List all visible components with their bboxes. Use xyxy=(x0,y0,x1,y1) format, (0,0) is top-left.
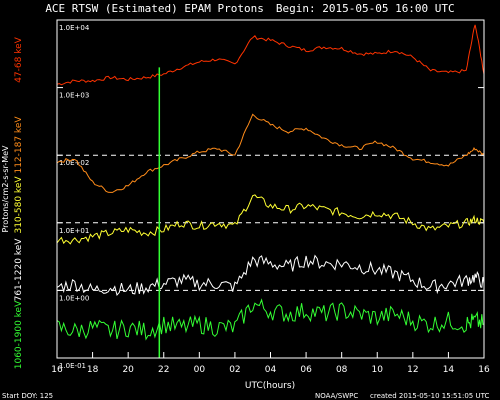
x-tick-label: 10 xyxy=(372,365,384,375)
y-axis-label: Protons/cm2-s-sr-MeV xyxy=(1,145,10,233)
chart-title: ACE RTSW (Estimated) EPAM Protons Begin: … xyxy=(45,2,454,15)
y-tick-label: 1.0E+02 xyxy=(59,159,89,167)
channel-label-3: 761-1220 keV xyxy=(14,238,24,302)
channel-label-2: 310-580 keV xyxy=(14,176,24,234)
x-tick-label: 08 xyxy=(336,365,348,375)
x-tick-label: 20 xyxy=(122,365,134,375)
x-tick-label: 00 xyxy=(194,365,206,375)
x-tick-label: 16 xyxy=(478,365,490,375)
channel-label-1: 112-187 keV xyxy=(14,116,24,174)
plot-frame xyxy=(56,19,485,359)
y-tick-label: 1.0E-01 xyxy=(59,362,86,370)
channel-label-4: 1060-1900 keV xyxy=(14,300,24,369)
x-tick-label: 22 xyxy=(158,365,169,375)
series-line-2 xyxy=(56,194,485,245)
series-line-0 xyxy=(56,24,485,86)
y-tick-label: 1.0E+00 xyxy=(59,294,89,302)
x-tick-label: 16 xyxy=(51,365,63,375)
series-line-1 xyxy=(56,113,485,193)
created-timestamp: created 2015-05-10 15:51:05 UTC xyxy=(370,392,489,400)
x-tick-label: 14 xyxy=(443,365,455,375)
start-doy: Start DOY: 125 xyxy=(2,392,53,400)
x-tick-label: 04 xyxy=(265,365,277,375)
x-tick-label: 02 xyxy=(229,365,240,375)
x-tick-label: 06 xyxy=(300,365,312,375)
series-line-3 xyxy=(56,254,485,297)
series-line-4 xyxy=(56,298,485,341)
x-tick-label: 12 xyxy=(407,365,418,375)
channel-label-0: 47-68 keV xyxy=(14,36,24,82)
y-tick-label: 1.0E+03 xyxy=(59,92,89,100)
y-tick-label: 1.0E+01 xyxy=(59,227,89,235)
y-tick-label: 1.0E+04 xyxy=(59,24,90,32)
x-tick-label: 18 xyxy=(87,365,99,375)
source-label: NOAA/SWPC xyxy=(315,392,358,400)
x-axis-label: UTC(hours) xyxy=(245,381,295,391)
